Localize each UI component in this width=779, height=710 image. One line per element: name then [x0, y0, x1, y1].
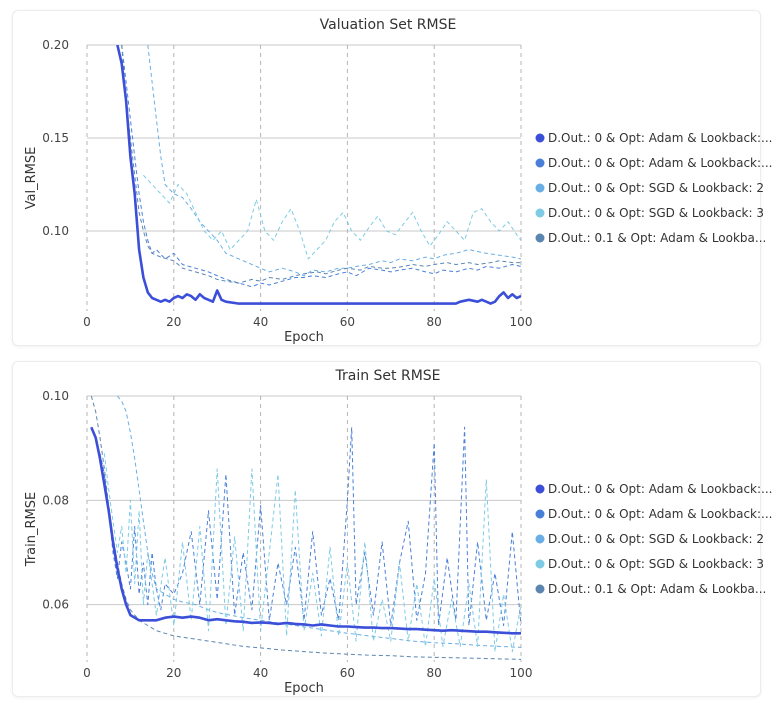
- val-legend-label: D.Out.: 0 & Opt: SGD & Lookback: 2: [548, 181, 764, 195]
- val-x-tick-label: 40: [253, 315, 268, 329]
- val-y-tick-label: 0.20: [42, 38, 69, 52]
- train-legend-marker: [535, 484, 545, 494]
- val-rmse-card: Valuation Set RMSE 0.10 0.15 0.20 0 20 40 60 80 1…: [12, 10, 772, 346]
- train-legend-item[interactable]: D.Out.: 0 & Opt: Adam & Lookback:...: [535, 507, 773, 521]
- val-legend-item[interactable]: D.Out.: 0.1 & Opt: Adam & Lookba...: [535, 231, 767, 245]
- val-legend-marker: [535, 233, 545, 243]
- val-series-line-3: [143, 174, 521, 260]
- train-x-tick-label: 80: [427, 666, 442, 680]
- train-series-line-0: [90, 426, 521, 635]
- train-x-tick-label: 20: [166, 666, 181, 680]
- val-legend-label: D.Out.: 0.1 & Opt: Adam & Lookba...: [548, 231, 766, 245]
- val-y-axis-label: Val_RMSE: [24, 147, 39, 210]
- train-legend-marker: [535, 534, 545, 544]
- val-x-tick-label: 60: [340, 315, 355, 329]
- train-y-tick-label: 0.06: [42, 598, 69, 612]
- val-x-tick-label: 20: [166, 315, 181, 329]
- val-legend-item[interactable]: D.Out.: 0 & Opt: SGD & Lookback: 2: [535, 181, 765, 195]
- val-legend-label: D.Out.: 0 & Opt: Adam & Lookback:...: [548, 156, 772, 170]
- train-chart-title: Train Set RMSE: [334, 368, 440, 384]
- train-series-line-3: [103, 453, 521, 653]
- val-series-line-2: [147, 45, 521, 277]
- train-legend-label: D.Out.: 0 & Opt: SGD & Lookback: 3: [548, 557, 764, 571]
- val-y-tick-label: 0.10: [42, 224, 69, 238]
- val-legend-marker: [535, 208, 545, 218]
- train-x-tick-label: 0: [83, 666, 91, 680]
- train-legend-label: D.Out.: 0.1 & Opt: Adam & Lookba...: [548, 582, 766, 596]
- val-series-line-0: [116, 45, 521, 305]
- train-legend-item[interactable]: D.Out.: 0 & Opt: SGD & Lookback: 2: [535, 532, 765, 546]
- val-series-line-4: [121, 45, 521, 284]
- train-legend-marker: [535, 509, 545, 519]
- train-y-axis-label: Train_RMSE: [24, 492, 39, 567]
- train-x-axis-label: Epoch: [284, 681, 324, 696]
- train-legend-marker: [535, 559, 545, 569]
- train-rmse-card: Train Set RMSE 0.06 0.08 0.10 0 20 40 60 80 100 Ep…: [12, 361, 772, 697]
- val-x-tick-label: 80: [427, 315, 442, 329]
- val-x-tick-label: 100: [510, 315, 533, 329]
- train-legend-label: D.Out.: 0 & Opt: SGD & Lookback: 2: [548, 532, 764, 546]
- train-y-tick-label: 0.08: [42, 493, 69, 507]
- train-x-tick-label: 100: [510, 666, 533, 680]
- val-rmse-chart: Valuation Set RMSE 0.10 0.15 0.20 0 20 40 60 80 1…: [24, 17, 772, 345]
- train-x-tick-label: 60: [340, 666, 355, 680]
- val-legend-item[interactable]: D.Out.: 0 & Opt: Adam & Lookback:...: [535, 156, 773, 170]
- val-legend-item[interactable]: D.Out.: 0 & Opt: Adam & Lookback:...: [535, 131, 773, 145]
- train-legend-label: D.Out.: 0 & Opt: Adam & Lookback:...: [548, 482, 772, 496]
- val-legend-marker: [535, 158, 545, 168]
- val-x-axis-label: Epoch: [284, 330, 324, 345]
- train-series-line-1: [99, 426, 521, 626]
- train-legend-item[interactable]: D.Out.: 0.1 & Opt: Adam & Lookba...: [535, 582, 767, 596]
- val-series-line-1: [121, 45, 521, 288]
- train-legend-item[interactable]: D.Out.: 0 & Opt: Adam & Lookback:...: [535, 482, 773, 496]
- val-y-tick-label: 0.15: [42, 131, 69, 145]
- val-chart-title: Valuation Set RMSE: [320, 17, 457, 33]
- train-legend-item[interactable]: D.Out.: 0 & Opt: SGD & Lookback: 3: [535, 557, 765, 571]
- val-legend-marker: [535, 183, 545, 193]
- train-series-line-2: [117, 396, 521, 648]
- val-legend-item[interactable]: D.Out.: 0 & Opt: SGD & Lookback: 3: [535, 206, 765, 220]
- val-x-tick-label: 0: [83, 315, 91, 329]
- train-legend-marker: [535, 584, 545, 594]
- train-rmse-chart: Train Set RMSE 0.06 0.08 0.10 0 20 40 60 80 100 Ep…: [24, 368, 772, 696]
- val-legend-label: D.Out.: 0 & Opt: SGD & Lookback: 3: [548, 206, 764, 220]
- train-y-tick-label: 0.10: [42, 389, 69, 403]
- train-x-tick-label: 40: [253, 666, 268, 680]
- val-legend-marker: [535, 133, 545, 143]
- val-legend-label: D.Out.: 0 & Opt: Adam & Lookback:...: [548, 131, 772, 145]
- train-legend-label: D.Out.: 0 & Opt: Adam & Lookback:...: [548, 507, 772, 521]
